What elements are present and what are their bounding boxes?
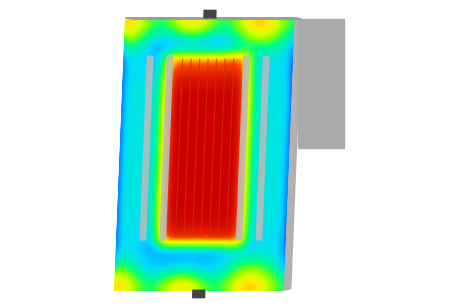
Polygon shape (160, 56, 173, 240)
Polygon shape (204, 10, 216, 18)
Polygon shape (125, 18, 302, 19)
Polygon shape (256, 56, 269, 240)
Polygon shape (237, 56, 249, 240)
Polygon shape (298, 19, 344, 148)
Polygon shape (283, 18, 302, 290)
Polygon shape (193, 290, 205, 298)
Polygon shape (140, 56, 153, 240)
